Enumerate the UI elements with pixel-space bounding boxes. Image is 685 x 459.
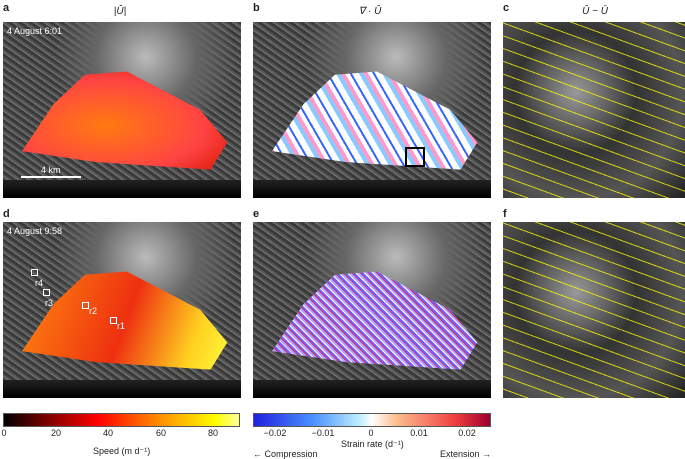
dark-foreground-band [3,180,241,198]
lava-speed-field [22,71,228,170]
region-label: r4 [35,278,44,288]
panel-label-f: f [503,208,507,220]
region-marker-r1 [110,317,117,324]
tick-label: 60 [155,428,167,438]
tick-label: 20 [50,428,62,438]
panel-title-b: ∇ · Û [358,6,382,17]
speed-map-a: 4 August 6:01 4 km [3,22,241,198]
strain-map-b [253,22,491,198]
scale-bar [21,176,81,178]
strain-map-e [253,222,491,398]
tick-label: −0.01 [311,428,335,438]
timestamp: 4 August 9:58 [7,226,63,236]
dark-foreground-band [253,380,491,398]
speed-colorbar-label: Speed (m d⁻¹) [93,446,151,456]
strain-field [272,71,478,170]
tick-label: 80 [207,428,219,438]
region-marker-r3 [43,289,50,296]
strain-field [272,271,478,370]
dark-foreground-band [253,180,491,198]
tick-label: 0 [1,428,7,438]
velocity-residual-quiver-f [503,222,685,398]
speed-map-d: 4 August 9:58 r1 r2 r3 r4 [3,222,241,398]
panel-title-a: |Û| [113,6,127,17]
scale-label: 4 km [41,165,61,175]
tick-label: 0 [368,428,374,438]
panel-title-c: Û − Ū [582,6,608,17]
panel-label-b: b [253,2,260,14]
panel-label-d: d [3,208,10,220]
panel-label-a: a [3,2,10,14]
timestamp: 4 August 6:01 [7,26,63,36]
tick-label: −0.02 [263,428,287,438]
inset-box [405,147,425,167]
extension-caption: Extension → [440,449,492,459]
panel-label-e: e [253,208,260,220]
region-label: r3 [45,298,54,308]
lava-speed-field [22,271,228,370]
tick-label: 40 [102,428,114,438]
region-label: r2 [89,306,98,316]
region-marker-r4 [31,269,38,276]
dark-foreground-band [3,380,241,398]
region-marker-r2 [82,302,89,309]
strain-colorbar-label: Strain rate (d⁻¹) [341,439,404,449]
region-label: r1 [117,321,126,331]
panel-label-c: c [503,2,510,14]
tick-label: 0.02 [458,428,476,438]
velocity-residual-quiver-c [503,22,685,198]
compression-caption: ← Compression [253,449,318,459]
speed-colorbar [3,413,240,427]
tick-label: 0.01 [410,428,428,438]
strain-colorbar [253,413,491,427]
